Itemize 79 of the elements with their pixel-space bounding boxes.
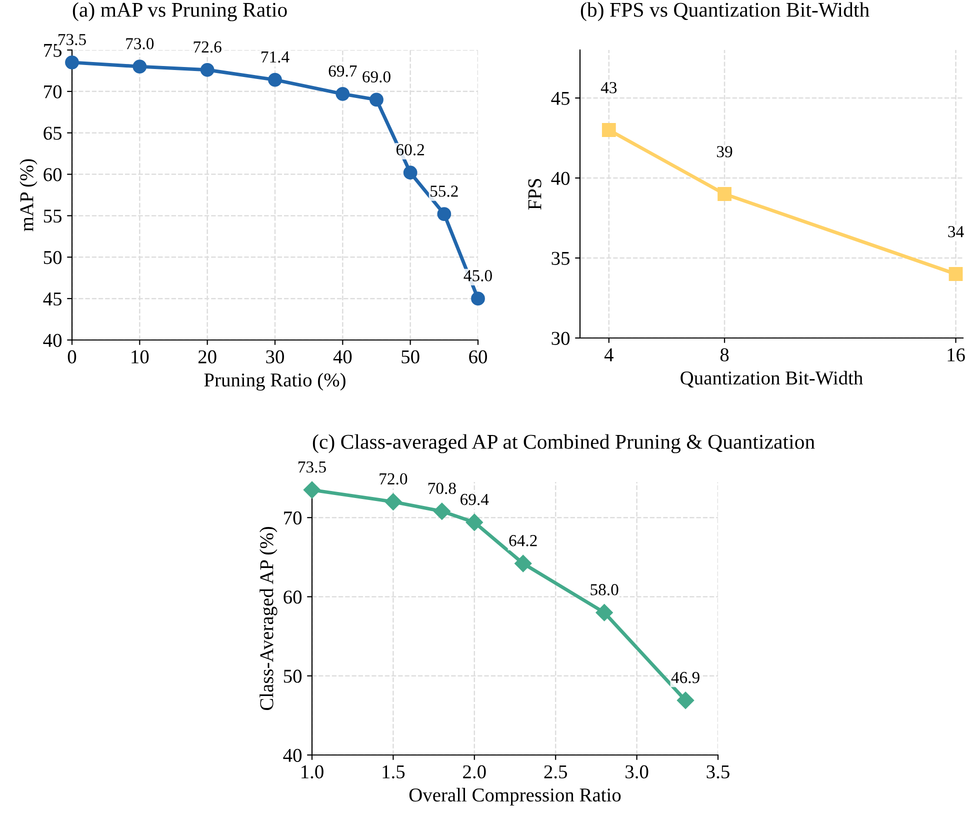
- x-tick-label: 1.5: [382, 765, 405, 778]
- point: [403, 166, 418, 180]
- y-tick-label: 65: [44, 126, 62, 140]
- data-label: 69.7: [328, 65, 357, 77]
- chart-title: (a) mAP vs Pruning Ratio: [72, 2, 287, 22]
- chart-title: (c) Class-averaged AP at Combined Pruning & Quantization: [312, 434, 815, 454]
- y-tick-label: 60: [44, 168, 62, 182]
- point: [948, 267, 963, 281]
- y-tick-label: 45: [551, 92, 570, 105]
- data-label: 55.2: [430, 186, 458, 197]
- chart-title: (b) FPS vs Quantization Bit-Width: [580, 2, 870, 22]
- data-label: 73.5: [58, 34, 86, 46]
- y-axis-title: Class-Averaged AP (%): [260, 527, 278, 710]
- point: [268, 72, 282, 87]
- x-axis-title: Pruning Ratio (%): [204, 372, 346, 391]
- y-axis-title: mAP (%): [20, 159, 38, 232]
- x-tick-label: 0: [68, 350, 76, 364]
- x-axis-title: Quantization Bit-Width: [680, 370, 863, 388]
- point: [718, 187, 732, 201]
- x-tick-label: 2.0: [463, 765, 486, 778]
- point: [676, 692, 694, 709]
- y-tick-label: 70: [44, 85, 62, 98]
- data-label: 72.6: [194, 41, 222, 53]
- point: [200, 62, 214, 77]
- y-tick-label: 35: [552, 252, 570, 265]
- data-label: 39: [716, 146, 732, 158]
- y-tick-label: 50: [44, 250, 62, 264]
- y-tick-label: 70: [284, 511, 302, 525]
- point: [384, 493, 402, 510]
- x-tick-label: 8: [720, 348, 729, 362]
- x-tick-label: 50: [402, 350, 420, 364]
- point: [336, 86, 350, 101]
- y-tick-label: 60: [284, 590, 302, 604]
- point: [433, 502, 450, 520]
- point: [132, 60, 147, 74]
- point: [370, 92, 384, 107]
- x-tick-label: 60: [469, 350, 487, 364]
- data-label: 45.0: [464, 270, 492, 282]
- data-label: 34: [948, 226, 964, 238]
- data-label: 70.8: [428, 482, 456, 494]
- data-label: 43: [600, 82, 617, 94]
- y-tick-label: 30: [552, 332, 570, 345]
- data-label: 71.4: [262, 51, 290, 63]
- point: [602, 123, 616, 137]
- x-tick-label: 1.0: [302, 765, 324, 778]
- y-tick-label: 45: [43, 292, 62, 306]
- data-label: 73.5: [298, 461, 326, 473]
- x-axis-title: Overall Compression Ratio: [409, 788, 621, 806]
- x-tick-label: 30: [266, 350, 284, 364]
- x-tick-label: 4: [604, 348, 614, 362]
- y-tick-label: 55: [44, 210, 62, 223]
- point: [437, 207, 452, 221]
- y-tick-label: 40: [551, 172, 570, 185]
- x-tick-label: 2.5: [544, 765, 567, 778]
- x-tick-label: 16: [948, 348, 965, 362]
- y-tick-label: 40: [43, 334, 62, 347]
- x-tick-label: 40: [333, 350, 352, 364]
- point: [471, 292, 485, 306]
- data-label: 60.2: [396, 144, 424, 156]
- point: [514, 554, 532, 572]
- data-label: 64.2: [509, 535, 537, 546]
- data-label: 69.4: [460, 494, 489, 506]
- data-label: 46.9: [671, 672, 700, 684]
- x-tick-label: 3.0: [626, 765, 648, 778]
- data-label: 73.0: [126, 38, 154, 50]
- point: [596, 604, 613, 622]
- x-tick-label: 3.5: [706, 765, 730, 778]
- y-tick-label: 50: [284, 670, 302, 683]
- y-tick-label: 75: [44, 44, 62, 57]
- point: [65, 55, 79, 70]
- data-label: 72.0: [380, 473, 408, 485]
- point: [303, 481, 321, 498]
- point: [466, 514, 483, 531]
- x-tick-label: 10: [132, 350, 149, 364]
- x-tick-label: 20: [198, 350, 216, 364]
- y-axis-title: FPS: [528, 178, 542, 210]
- data-label: 69.0: [362, 71, 390, 83]
- data-label: 58.0: [590, 584, 618, 596]
- y-tick-label: 40: [283, 748, 302, 762]
